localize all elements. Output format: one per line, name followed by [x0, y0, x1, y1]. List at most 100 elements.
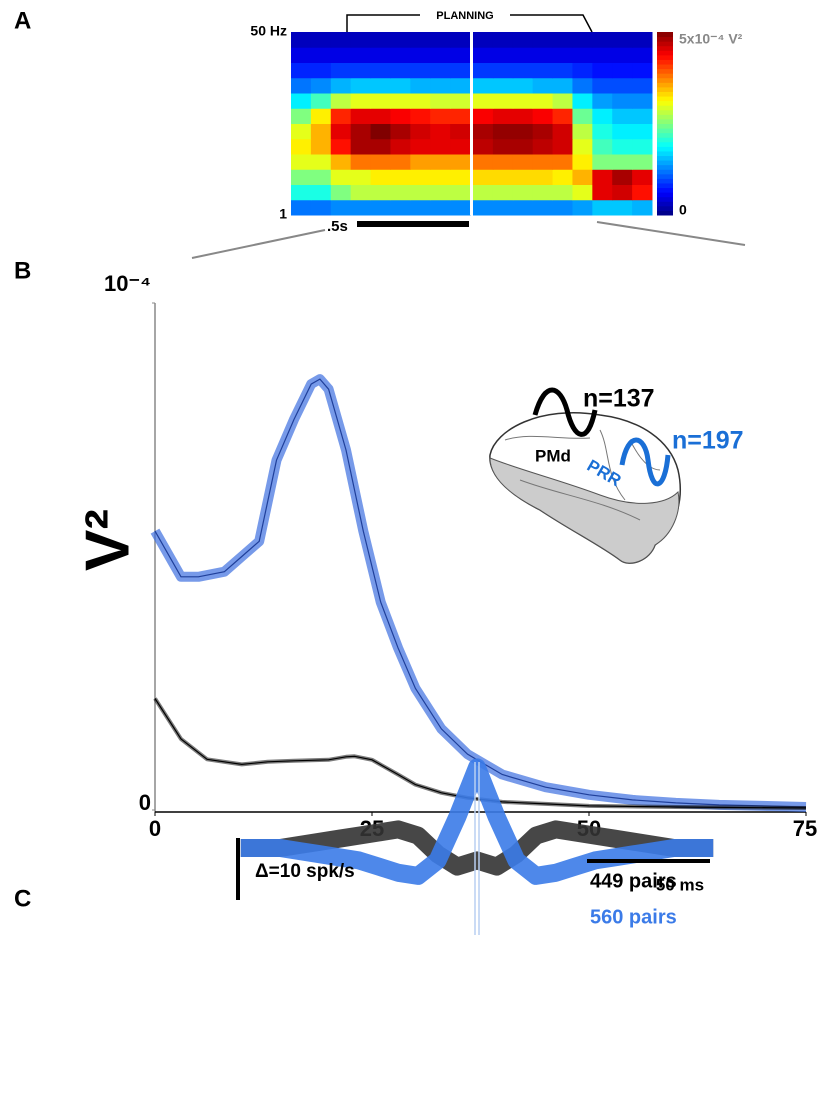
- heatmap-cell: [350, 138, 372, 155]
- heatmap-cell: [512, 123, 534, 140]
- heatmap-cell: [512, 184, 534, 201]
- heatmap-cell: [473, 169, 494, 185]
- colorbar-step: [657, 45, 673, 51]
- colorbar-step: [657, 114, 673, 120]
- heatmap-cell: [350, 93, 372, 109]
- heatmap-cell: [430, 123, 451, 140]
- heatmap-cell: [330, 138, 352, 155]
- heatmap-cell: [552, 47, 573, 63]
- heatmap-cell: [492, 108, 514, 124]
- heatmap-cell: [310, 32, 332, 48]
- heatmap-cell: [390, 77, 411, 94]
- heatmap-cell: [532, 77, 554, 94]
- x-tick-label: 75: [793, 816, 817, 841]
- heatmap-cell: [612, 108, 633, 124]
- heatmap-cell: [291, 108, 312, 124]
- heatmap-cell: [450, 123, 471, 140]
- heatmap-cell: [512, 138, 534, 155]
- heatmap-cell: [592, 123, 613, 140]
- heatmap-cell: [350, 154, 372, 170]
- x-tick-label: 0: [149, 816, 161, 841]
- panel-label: B: [14, 257, 31, 284]
- heatmap-cell: [450, 47, 471, 63]
- heatmap-cell: [612, 154, 633, 170]
- colorbar-step: [657, 132, 673, 138]
- heatmap-cell: [492, 47, 514, 63]
- heatmap-cell: [592, 47, 613, 63]
- heatmap-cell: [473, 138, 494, 155]
- heatmap-cell: [410, 138, 431, 155]
- zoom-line: [191, 229, 326, 259]
- heatmap-cell: [612, 77, 633, 94]
- heatmap-cell: [473, 93, 494, 109]
- heatmap-cell: [330, 77, 352, 94]
- heatmap-cell: [532, 123, 554, 140]
- heatmap-cell: [473, 154, 494, 170]
- colorbar-step: [657, 73, 673, 79]
- heatmap-cell: [390, 47, 411, 63]
- heatmap-cell: [552, 123, 573, 140]
- colorbar-step: [657, 141, 673, 147]
- heatmap-cell: [592, 184, 613, 201]
- heatmap-cell: [572, 169, 593, 185]
- heatmap-cell: [572, 138, 593, 155]
- colorbar-step: [657, 68, 673, 74]
- heatmap-cell: [350, 47, 372, 63]
- panel-label: C: [14, 885, 31, 912]
- heatmap-cell: [592, 199, 613, 216]
- heatmap-cell: [532, 199, 554, 216]
- heatmap-cell: [552, 108, 573, 124]
- heatmap-cell: [350, 62, 372, 79]
- colorbar-step: [657, 77, 673, 83]
- heatmap-cell: [552, 62, 573, 79]
- heatmap-cell: [430, 169, 451, 185]
- heatmap-cell: [450, 169, 471, 185]
- heatmap-cell: [572, 62, 593, 79]
- heatmap-cell: [430, 47, 451, 63]
- colorbar-step: [657, 59, 673, 65]
- heatmap-cell: [291, 184, 312, 201]
- heatmap-cell: [330, 47, 352, 63]
- heatmap-cell: [430, 154, 451, 170]
- heatmap-cell: [310, 184, 332, 201]
- heatmap-cell: [310, 169, 332, 185]
- heatmap-cell: [310, 62, 332, 79]
- heatmap-cell: [330, 154, 352, 170]
- colorbar-step: [657, 123, 673, 129]
- heatmap-cell: [450, 32, 471, 48]
- heatmap-cell: [572, 154, 593, 170]
- colorbar-step: [657, 155, 673, 161]
- heatmap-cell: [552, 184, 573, 201]
- heatmap-cell: [632, 93, 653, 109]
- heatmap-cell: [390, 199, 411, 216]
- heatmap-cell: [430, 138, 451, 155]
- heatmap-cell: [430, 32, 451, 48]
- count-label: n=137: [583, 385, 655, 413]
- heatmap-cell: [410, 32, 431, 48]
- legend-label: 449 pairs: [590, 870, 677, 892]
- colorbar-step: [657, 100, 673, 106]
- heatmap-cell: [310, 47, 332, 63]
- heatmap-cell: [310, 77, 332, 94]
- heatmap-cell: [612, 138, 633, 155]
- heatmap-cell: [572, 77, 593, 94]
- heatmap-cell: [552, 138, 573, 155]
- heatmap-cell: [330, 169, 352, 185]
- heatmap-cell: [532, 184, 554, 201]
- colorbar-step: [657, 192, 673, 198]
- heatmap-cell: [552, 199, 573, 216]
- heatmap-cell: [330, 184, 352, 201]
- colorbar-step: [657, 54, 673, 60]
- heatmap-cell: [572, 47, 593, 63]
- heatmap-cell: [612, 184, 633, 201]
- colorbar-step: [657, 182, 673, 189]
- colorbar-step: [657, 128, 673, 134]
- heatmap-cell: [473, 47, 494, 63]
- heatmap-cell: [390, 93, 411, 109]
- colorbar-step: [657, 91, 673, 97]
- heatmap-cell: [330, 32, 352, 48]
- heatmap-cell: [473, 32, 494, 48]
- heatmap-cell: [592, 138, 613, 155]
- colorbar-step: [657, 187, 673, 193]
- heatmap-cell: [512, 108, 534, 124]
